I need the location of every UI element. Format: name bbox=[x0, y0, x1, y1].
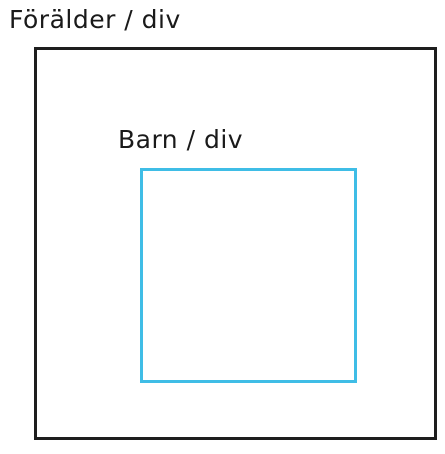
child-div-box bbox=[140, 168, 357, 383]
parent-label: Förälder / div bbox=[9, 5, 181, 34]
parent-div-box bbox=[34, 47, 437, 440]
child-label: Barn / div bbox=[118, 125, 244, 154]
